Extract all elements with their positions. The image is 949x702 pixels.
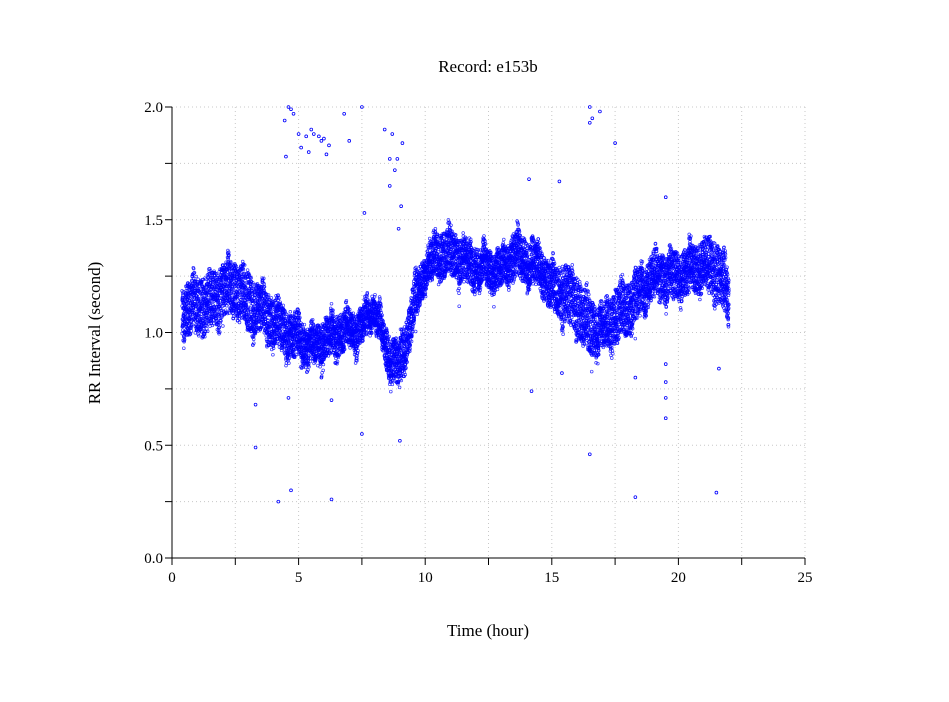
data-points [181, 106, 731, 503]
data-point [289, 310, 292, 313]
data-point [398, 386, 401, 389]
data-point [222, 325, 225, 328]
data-point [352, 312, 355, 315]
data-point [206, 330, 209, 333]
data-point [330, 302, 333, 305]
data-point [246, 269, 249, 272]
data-point [389, 390, 392, 393]
data-point [270, 297, 273, 300]
data-point [428, 237, 431, 240]
data-point [272, 353, 275, 356]
data-point [414, 330, 417, 333]
data-point [238, 321, 241, 324]
data-point [182, 347, 185, 350]
